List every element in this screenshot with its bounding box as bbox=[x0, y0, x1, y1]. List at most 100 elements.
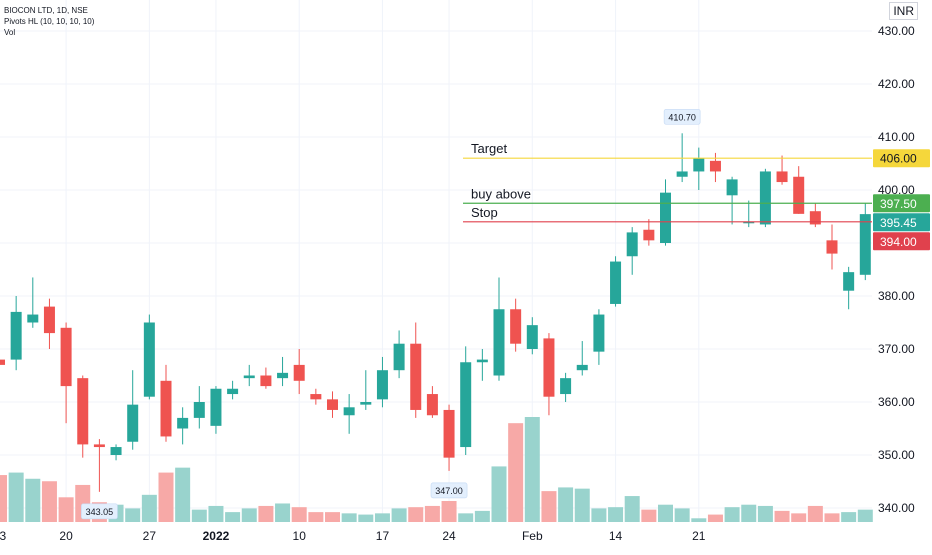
candle-body bbox=[443, 409, 455, 458]
price-tick-label: 410.00 bbox=[878, 130, 915, 144]
candle[interactable] bbox=[576, 341, 588, 376]
time-tick-label: 24 bbox=[442, 529, 456, 543]
candle-body bbox=[660, 192, 671, 243]
candle[interactable] bbox=[227, 380, 239, 400]
candle-body bbox=[510, 309, 522, 344]
candle[interactable] bbox=[743, 200, 755, 228]
price-tag-stop[interactable]: 394.00 bbox=[873, 232, 930, 251]
candle[interactable] bbox=[643, 219, 655, 246]
candle[interactable] bbox=[327, 391, 338, 418]
volume-bar bbox=[474, 510, 490, 522]
volume-bar bbox=[508, 423, 524, 522]
price-tick-label: 400.00 bbox=[878, 183, 915, 197]
candle[interactable] bbox=[93, 439, 105, 492]
volume-bar bbox=[424, 505, 440, 522]
volume-bar bbox=[208, 505, 224, 522]
pivot-label-bg bbox=[663, 108, 701, 125]
candles bbox=[0, 133, 871, 492]
candle[interactable] bbox=[0, 338, 5, 370]
price-tag-target[interactable]: 406.00 bbox=[873, 149, 930, 168]
candle[interactable] bbox=[43, 298, 55, 349]
candle[interactable] bbox=[193, 386, 205, 429]
last-price-tag[interactable]: 395.45 bbox=[873, 213, 930, 232]
price-axis[interactable]: 430.00420.00410.00400.00390.00380.00370.… bbox=[873, 24, 930, 515]
candle[interactable] bbox=[660, 179, 671, 246]
price-tag-text: 397.50 bbox=[880, 197, 917, 211]
horizontal-lines[interactable]: Target buy above Stop bbox=[463, 141, 872, 223]
candle[interactable] bbox=[693, 147, 705, 190]
candle-body bbox=[376, 370, 388, 400]
candle[interactable] bbox=[310, 388, 322, 405]
pivot-label: 410.70 bbox=[663, 108, 701, 125]
pivots-indicator-label[interactable]: Pivots HL (10, 10, 10, 10) bbox=[4, 17, 95, 26]
candle[interactable] bbox=[177, 407, 189, 445]
candle[interactable] bbox=[110, 444, 122, 461]
candle[interactable] bbox=[210, 386, 222, 434]
volume-indicator-label[interactable]: Vol bbox=[4, 28, 16, 37]
candle-body bbox=[759, 171, 771, 225]
volume-bar bbox=[807, 505, 823, 522]
candle-body bbox=[676, 171, 688, 177]
volume-bar bbox=[25, 478, 41, 522]
candle[interactable] bbox=[410, 322, 422, 418]
volume-bar bbox=[125, 508, 141, 522]
candle-body bbox=[127, 404, 139, 442]
candle[interactable] bbox=[476, 349, 488, 381]
volume-bar bbox=[741, 504, 757, 522]
candle[interactable] bbox=[10, 296, 22, 371]
candle[interactable] bbox=[77, 375, 89, 458]
candle-body bbox=[843, 272, 855, 291]
candle[interactable] bbox=[376, 356, 388, 408]
candle[interactable] bbox=[260, 367, 272, 389]
candle[interactable] bbox=[243, 364, 255, 387]
volume-bar bbox=[674, 508, 690, 522]
candle[interactable] bbox=[843, 266, 855, 310]
candle[interactable] bbox=[393, 330, 405, 379]
candle[interactable] bbox=[593, 309, 605, 365]
candle[interactable] bbox=[543, 333, 555, 416]
pivot-label-bg bbox=[430, 482, 468, 499]
candle[interactable] bbox=[776, 155, 788, 185]
volume-bar bbox=[524, 417, 540, 522]
hline-label-stop: Stop bbox=[471, 205, 498, 220]
candle[interactable] bbox=[859, 203, 871, 281]
candle[interactable] bbox=[626, 227, 638, 275]
candle[interactable] bbox=[127, 370, 139, 450]
candle[interactable] bbox=[560, 372, 572, 402]
candle[interactable] bbox=[443, 404, 455, 471]
price-tag-bg bbox=[873, 232, 930, 251]
candle[interactable] bbox=[826, 224, 838, 270]
volume-bar bbox=[558, 487, 574, 522]
candle[interactable] bbox=[510, 298, 522, 352]
candle[interactable] bbox=[726, 176, 738, 225]
candle[interactable] bbox=[293, 349, 305, 395]
candle[interactable] bbox=[27, 277, 39, 328]
candle[interactable] bbox=[610, 256, 622, 307]
candle[interactable] bbox=[143, 314, 155, 400]
candle-body bbox=[626, 232, 638, 257]
volume-bar bbox=[408, 507, 424, 522]
pivot-label-text: 347.00 bbox=[435, 486, 463, 496]
candle[interactable] bbox=[277, 356, 289, 387]
candle-body bbox=[826, 240, 838, 254]
candle-body bbox=[327, 399, 338, 410]
price-tag-bg bbox=[873, 213, 930, 232]
currency-badge[interactable]: INR bbox=[889, 2, 918, 20]
candle[interactable] bbox=[709, 152, 721, 183]
candle[interactable] bbox=[360, 370, 372, 410]
price-tag-buy-above[interactable]: 397.50 bbox=[873, 194, 930, 213]
candle[interactable] bbox=[343, 394, 355, 434]
candle-body bbox=[726, 179, 738, 196]
candle[interactable] bbox=[759, 168, 771, 228]
candle[interactable] bbox=[526, 317, 538, 355]
candle[interactable] bbox=[160, 364, 172, 442]
candle[interactable] bbox=[426, 386, 438, 418]
time-axis[interactable]: 13 20 27 2022 10 17 24 Feb 14 21 bbox=[0, 529, 706, 543]
candle[interactable] bbox=[793, 166, 805, 214]
candle[interactable] bbox=[809, 203, 821, 228]
candle[interactable] bbox=[60, 322, 72, 424]
candle[interactable] bbox=[493, 277, 505, 381]
candle[interactable] bbox=[460, 346, 472, 455]
